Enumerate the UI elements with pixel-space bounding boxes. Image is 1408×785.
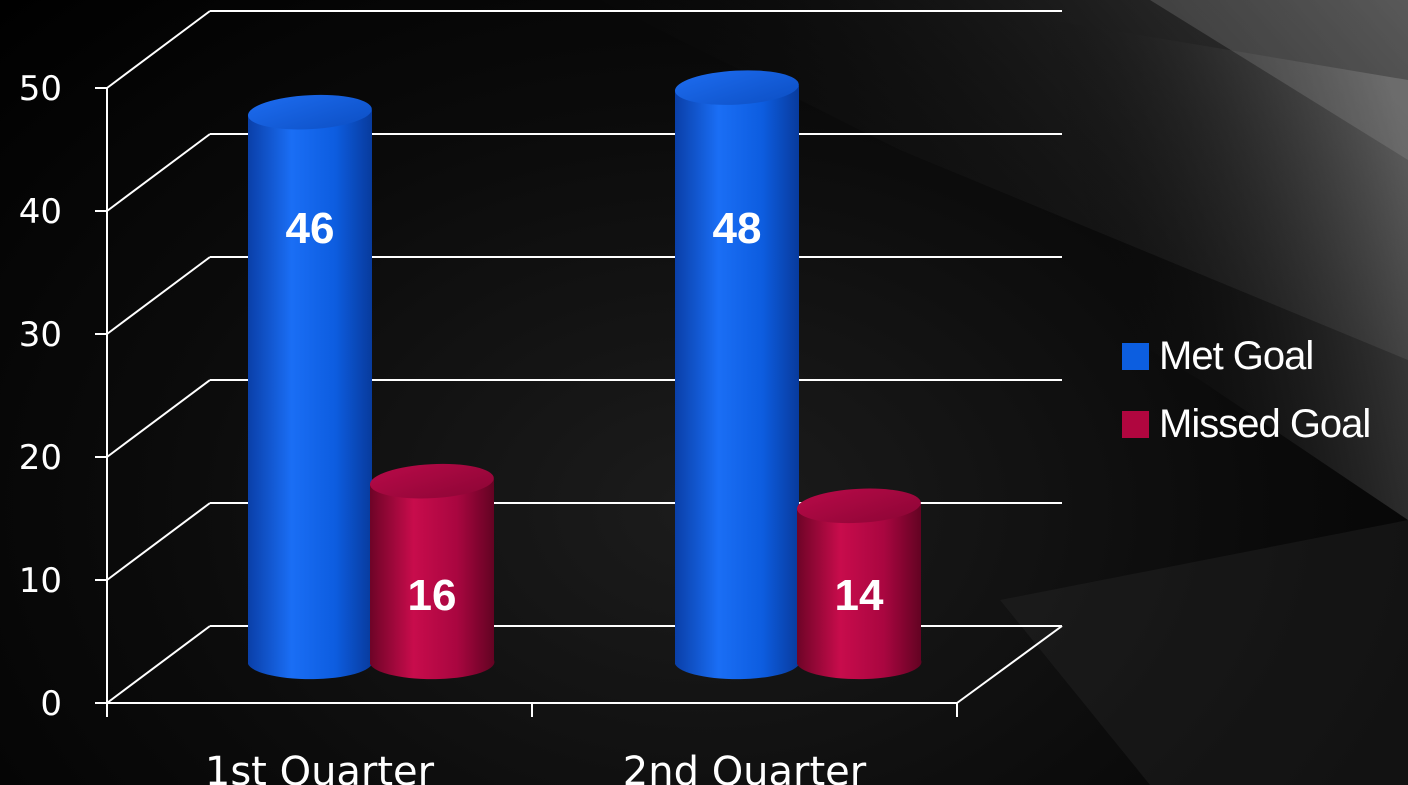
legend: Met Goal Missed Goal <box>1122 330 1408 466</box>
y-tick-label-30: 30 <box>19 315 62 355</box>
x-tick-label-1: 1st Quarter <box>205 749 435 785</box>
data-labels: 46 48 16 14 <box>286 204 884 620</box>
bars <box>247 70 922 680</box>
x-tick-label-2: 2nd Quarter <box>623 749 867 785</box>
y-tick-label-20: 20 <box>19 438 62 478</box>
y-tick-label-10: 10 <box>19 561 62 601</box>
legend-item-missed-goal: Missed Goal <box>1122 398 1408 450</box>
y-tick-label-50: 50 <box>19 69 62 109</box>
y-tick-label-0: 0 <box>40 684 62 724</box>
gridline-50 <box>106 10 1062 89</box>
floor-right-edge <box>956 625 1063 704</box>
legend-label-met-goal: Met Goal <box>1159 333 1314 378</box>
bar-met-goal-q2 <box>674 70 800 680</box>
legend-label-missed-goal: Missed Goal <box>1159 401 1371 446</box>
legend-item-met-goal: Met Goal <box>1122 330 1408 382</box>
bar-met-goal-q1 <box>247 94 373 680</box>
bar-missed-goal-q1 <box>369 463 495 680</box>
data-label-met-goal-q2: 48 <box>713 204 762 253</box>
axes: 0 10 20 30 40 50 1st Quarter 2nd Quarter <box>19 69 1063 785</box>
legend-swatch-met-goal <box>1122 342 1149 370</box>
data-label-missed-goal-q1: 16 <box>408 571 457 620</box>
y-tick-label-40: 40 <box>19 192 62 232</box>
bar-missed-goal-q2 <box>796 488 922 680</box>
data-label-met-goal-q1: 46 <box>286 204 335 253</box>
data-label-missed-goal-q2: 14 <box>835 571 884 620</box>
legend-swatch-missed-goal <box>1122 410 1149 438</box>
